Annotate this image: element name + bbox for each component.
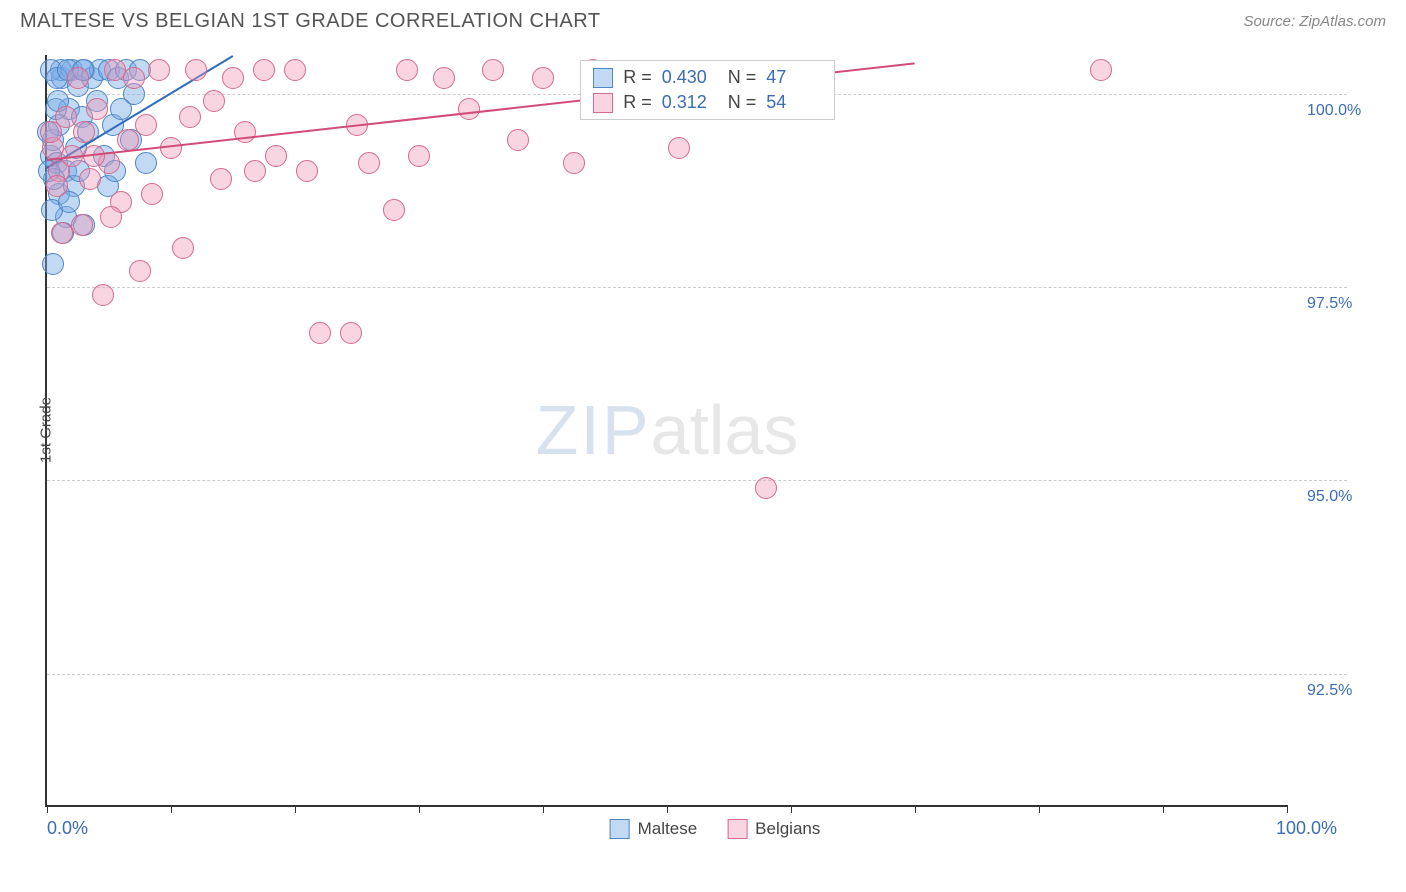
- data-point: [284, 59, 306, 81]
- scatter-chart: ZIPatlas 100.0%97.5%95.0%92.5%0.0%100.0%…: [45, 55, 1385, 805]
- stat-r-value: 0.430: [662, 67, 718, 88]
- data-point: [185, 59, 207, 81]
- source-credit: Source: ZipAtlas.com: [1243, 13, 1386, 30]
- legend-swatch: [610, 819, 630, 839]
- data-point: [123, 67, 145, 89]
- x-tick: [419, 805, 420, 813]
- data-point: [73, 121, 95, 143]
- data-point: [117, 129, 139, 151]
- data-point: [309, 322, 331, 344]
- gridline: [47, 674, 1347, 675]
- data-point: [67, 67, 89, 89]
- gridline: [47, 480, 1347, 481]
- data-point: [433, 67, 455, 89]
- stat-r-label: R =: [623, 67, 652, 88]
- gridline: [47, 287, 1347, 288]
- y-tick-label: 100.0%: [1307, 102, 1361, 120]
- legend-item: Maltese: [610, 819, 698, 839]
- watermark-part2: atlas: [651, 391, 799, 469]
- x-tick: [543, 805, 544, 813]
- y-tick-label: 92.5%: [1307, 682, 1352, 700]
- data-point: [179, 106, 201, 128]
- data-point: [100, 206, 122, 228]
- stats-box: R = 0.430 N = 47 R = 0.312 N = 54: [580, 60, 835, 120]
- watermark-part1: ZIP: [536, 391, 651, 469]
- legend-label: Maltese: [638, 819, 698, 839]
- chart-title: MALTESE VS BELGIAN 1ST GRADE CORRELATION…: [20, 10, 601, 33]
- data-point: [532, 67, 554, 89]
- data-point: [203, 90, 225, 112]
- stat-n-value: 47: [766, 67, 822, 88]
- stat-n-label: N =: [728, 92, 757, 113]
- data-point: [265, 145, 287, 167]
- x-tick: [1039, 805, 1040, 813]
- data-point: [46, 175, 68, 197]
- data-point: [296, 160, 318, 182]
- data-point: [148, 59, 170, 81]
- data-point: [71, 214, 93, 236]
- data-point: [244, 160, 266, 182]
- data-point: [210, 168, 232, 190]
- y-axis-title: 1st Grade: [37, 397, 54, 463]
- data-point: [396, 59, 418, 81]
- data-point: [340, 322, 362, 344]
- x-tick: [295, 805, 296, 813]
- watermark: ZIPatlas: [536, 390, 799, 470]
- data-point: [458, 98, 480, 120]
- x-tick: [171, 805, 172, 813]
- data-point: [482, 59, 504, 81]
- y-tick-label: 97.5%: [1307, 295, 1352, 313]
- stat-r-label: R =: [623, 92, 652, 113]
- data-point: [51, 222, 73, 244]
- data-point: [86, 98, 108, 120]
- data-point: [755, 477, 777, 499]
- data-point: [1090, 59, 1112, 81]
- header: MALTESE VS BELGIAN 1ST GRADE CORRELATION…: [0, 0, 1406, 33]
- data-point: [135, 114, 157, 136]
- data-point: [234, 121, 256, 143]
- y-tick-label: 95.0%: [1307, 488, 1352, 506]
- series-swatch: [593, 93, 613, 113]
- data-point: [383, 199, 405, 221]
- stats-row: R = 0.312 N = 54: [593, 92, 822, 113]
- series-swatch: [593, 68, 613, 88]
- stat-r-value: 0.312: [662, 92, 718, 113]
- x-tick: [915, 805, 916, 813]
- data-point: [563, 152, 585, 174]
- data-point: [172, 237, 194, 259]
- x-tick: [791, 805, 792, 813]
- data-point: [42, 253, 64, 275]
- legend-swatch: [727, 819, 747, 839]
- data-point: [253, 59, 275, 81]
- data-point: [222, 67, 244, 89]
- plot-area: ZIPatlas 100.0%97.5%95.0%92.5%0.0%100.0%…: [45, 55, 1287, 807]
- data-point: [408, 145, 430, 167]
- data-point: [92, 284, 114, 306]
- stat-n-value: 54: [766, 92, 822, 113]
- data-point: [141, 183, 163, 205]
- data-point: [507, 129, 529, 151]
- data-point: [358, 152, 380, 174]
- x-tick: [667, 805, 668, 813]
- stats-row: R = 0.430 N = 47: [593, 67, 822, 88]
- x-label-min: 0.0%: [47, 818, 88, 839]
- legend-label: Belgians: [755, 819, 820, 839]
- data-point: [79, 168, 101, 190]
- legend-item: Belgians: [727, 819, 820, 839]
- x-tick: [1287, 805, 1288, 813]
- data-point: [129, 260, 151, 282]
- data-point: [668, 137, 690, 159]
- x-tick: [1163, 805, 1164, 813]
- data-point: [40, 121, 62, 143]
- x-tick: [47, 805, 48, 813]
- x-label-max: 100.0%: [1276, 818, 1337, 839]
- data-point: [135, 152, 157, 174]
- legend: Maltese Belgians: [610, 819, 821, 839]
- stat-n-label: N =: [728, 67, 757, 88]
